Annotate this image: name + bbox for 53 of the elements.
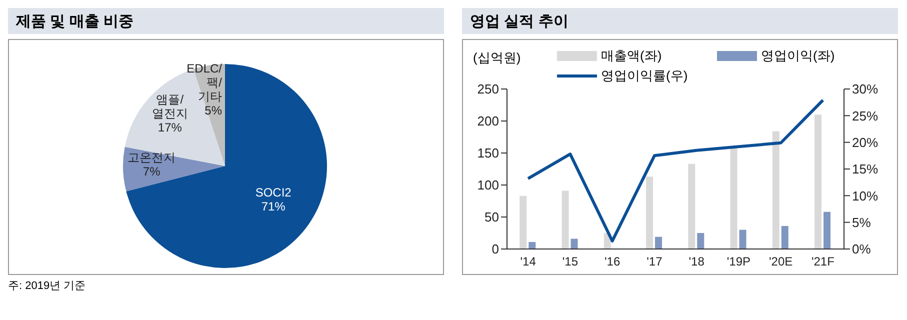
bar bbox=[520, 196, 527, 249]
bar bbox=[814, 114, 822, 249]
x-tick-label: '15 bbox=[562, 254, 578, 269]
legend-label: 영업이익률(우) bbox=[601, 67, 688, 85]
x-tick-label: '14 bbox=[520, 254, 536, 269]
data-label: 5% bbox=[204, 103, 222, 118]
x-tick-label: '18 bbox=[688, 254, 705, 269]
bar bbox=[688, 164, 696, 249]
bar bbox=[528, 242, 536, 249]
slice-label: 고온전지 bbox=[128, 150, 176, 164]
pie-slice bbox=[123, 146, 225, 192]
bar bbox=[781, 226, 788, 249]
bar bbox=[824, 212, 831, 249]
y2-tick-label: 15% bbox=[852, 162, 878, 177]
y-tick-label: 100 bbox=[477, 178, 499, 193]
data-label: 71% bbox=[261, 200, 286, 214]
y-tick-label: 250 bbox=[477, 82, 499, 97]
x-tick-label: '17 bbox=[646, 254, 663, 269]
bar bbox=[570, 238, 578, 249]
slice-label: 앰플/열전지 bbox=[152, 92, 188, 120]
chart-title: 영업 실적 추이 bbox=[462, 8, 898, 34]
y2-tick-label: 20% bbox=[852, 134, 878, 150]
y2-tick-label: 10% bbox=[852, 188, 878, 204]
line-series bbox=[526, 98, 824, 242]
y-tick-label: 200 bbox=[477, 114, 499, 129]
bar bbox=[739, 230, 746, 249]
x-tick-label: '16 bbox=[604, 254, 620, 269]
bar bbox=[772, 131, 780, 249]
bar bbox=[697, 233, 704, 249]
y2-tick-label: 0% bbox=[852, 242, 872, 257]
data-label: 17% bbox=[158, 120, 182, 134]
y2-tick-label: 25% bbox=[852, 108, 878, 124]
pie-slice bbox=[126, 64, 327, 268]
x-tick-label: '20E bbox=[768, 254, 793, 269]
bar bbox=[646, 176, 654, 249]
x-tick-label: '19P bbox=[726, 254, 751, 269]
y2-tick-label: 5% bbox=[852, 214, 872, 230]
chart-title: 제품 및 매출 비중 bbox=[8, 8, 444, 34]
bar bbox=[655, 236, 662, 249]
legend-label: 영업이익(좌) bbox=[761, 47, 835, 65]
y-tick-label: 150 bbox=[477, 146, 499, 161]
data-label: 7% bbox=[142, 164, 161, 178]
bar bbox=[562, 190, 569, 249]
y2-tick-label: 30% bbox=[852, 82, 878, 97]
bar bbox=[730, 148, 738, 249]
slice-label: SOCI2 bbox=[255, 186, 292, 200]
y-tick-label: 50 bbox=[484, 210, 499, 225]
y-axis-title: (십억원) bbox=[473, 49, 521, 67]
y-tick-label: 0 bbox=[492, 242, 499, 257]
text: 주: 2019년 기준 bbox=[8, 279, 87, 293]
slice-label: EDLC/팩/기타 bbox=[186, 61, 223, 104]
legend-label: 매출액(좌) bbox=[601, 47, 662, 65]
x-tick-label: '21F bbox=[811, 254, 834, 269]
